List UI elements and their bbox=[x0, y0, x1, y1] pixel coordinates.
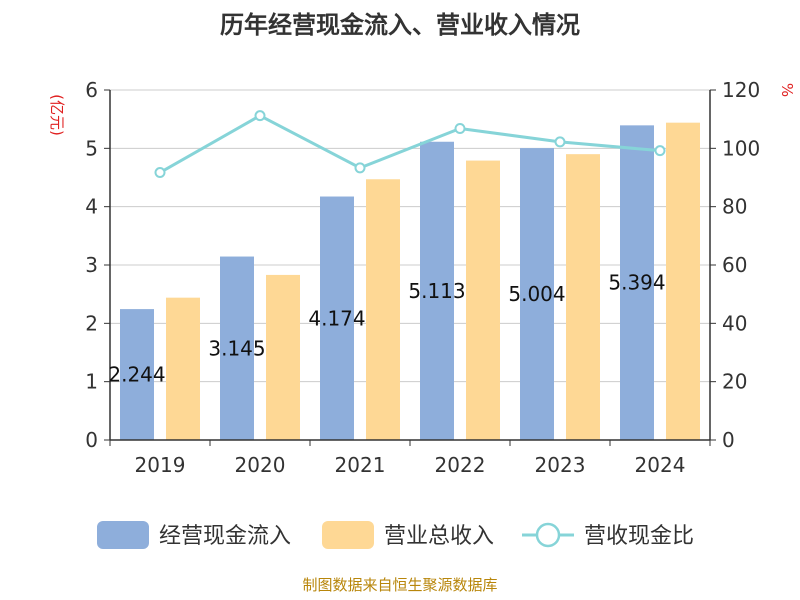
right-axis-tick-label: 120 bbox=[722, 78, 760, 102]
right-axis-tick-label: 80 bbox=[722, 195, 747, 219]
bar-经营现金流入[interactable] bbox=[120, 309, 154, 440]
bar-经营现金流入[interactable] bbox=[220, 256, 254, 440]
bar-经营现金流入[interactable] bbox=[320, 196, 354, 440]
x-axis-tick-label: 2021 bbox=[335, 453, 386, 477]
bar-经营现金流入[interactable] bbox=[420, 141, 454, 440]
line-point[interactable] bbox=[454, 123, 466, 134]
right-axis-unit: % bbox=[778, 83, 796, 97]
legend-swatch-marker bbox=[535, 522, 561, 548]
bar-经营现金流入[interactable] bbox=[620, 125, 654, 440]
data-labels: 2.244 3.145 4.174 5.113 5.004 5.394 bbox=[108, 271, 665, 387]
data-label: 5.004 bbox=[508, 282, 565, 306]
line-layer bbox=[154, 110, 666, 179]
line-point[interactable] bbox=[354, 162, 366, 174]
bar-营业总收入[interactable] bbox=[366, 179, 400, 440]
legend: 经营现金流入 营业总收入 营收现金比 bbox=[97, 521, 694, 549]
right-axis-tick-label: 100 bbox=[722, 136, 760, 160]
data-label: 4.174 bbox=[308, 306, 365, 330]
left-axis-tick-label: 4 bbox=[85, 195, 98, 219]
bar-经营现金流入[interactable] bbox=[520, 148, 554, 440]
bars-layer bbox=[120, 122, 700, 441]
line-point[interactable] bbox=[554, 136, 566, 148]
data-label: 3.145 bbox=[208, 336, 265, 360]
left-axis-tick-label: 0 bbox=[85, 428, 98, 452]
bar-营业总收入[interactable] bbox=[566, 154, 600, 440]
bar-营业总收入[interactable] bbox=[666, 122, 700, 441]
left-axis-tick-label: 3 bbox=[85, 253, 98, 277]
legend-label: 营业总收入 bbox=[384, 524, 494, 549]
left-axis-tick-label: 2 bbox=[85, 311, 98, 335]
x-axis-tick-label: 2023 bbox=[535, 453, 586, 477]
bar-营业总收入[interactable] bbox=[266, 274, 300, 440]
legend-swatch-营业总收入 bbox=[322, 521, 374, 549]
line-point[interactable] bbox=[254, 110, 266, 122]
data-label: 5.394 bbox=[608, 271, 665, 295]
legend-label: 营收现金比 bbox=[584, 524, 694, 549]
source-note: 制图数据来自恒生聚源数据库 bbox=[302, 576, 497, 594]
left-axis-tick-label: 5 bbox=[85, 136, 98, 160]
left-axis-tick-label: 1 bbox=[85, 370, 98, 394]
x-axis-tick-label: 2024 bbox=[635, 453, 686, 477]
x-axis-tick-label: 2022 bbox=[435, 453, 486, 477]
line-point[interactable] bbox=[654, 145, 666, 157]
right-axis-tick-label: 60 bbox=[722, 253, 747, 277]
data-label: 2.244 bbox=[108, 363, 165, 387]
left-axis-unit: (亿元) bbox=[48, 94, 66, 136]
line-营收现金比 bbox=[159, 113, 661, 174]
right-axis-tick-label: 40 bbox=[722, 311, 747, 335]
legend-swatch-经营现金流入 bbox=[97, 521, 149, 549]
data-label: 5.113 bbox=[408, 279, 465, 303]
right-axis-tick-label: 0 bbox=[722, 428, 735, 452]
line-point[interactable] bbox=[154, 167, 166, 179]
right-axis-tick-label: 20 bbox=[722, 370, 747, 394]
bar-营业总收入[interactable] bbox=[166, 297, 200, 440]
x-axis-tick-label: 2019 bbox=[135, 453, 186, 477]
legend-label: 经营现金流入 bbox=[159, 524, 291, 549]
left-axis-tick-label: 6 bbox=[85, 78, 98, 102]
chart-title: 历年经营现金流入、营业收入情况 bbox=[220, 11, 580, 39]
x-axis-tick-label: 2020 bbox=[235, 453, 286, 477]
bar-营业总收入[interactable] bbox=[466, 160, 500, 441]
